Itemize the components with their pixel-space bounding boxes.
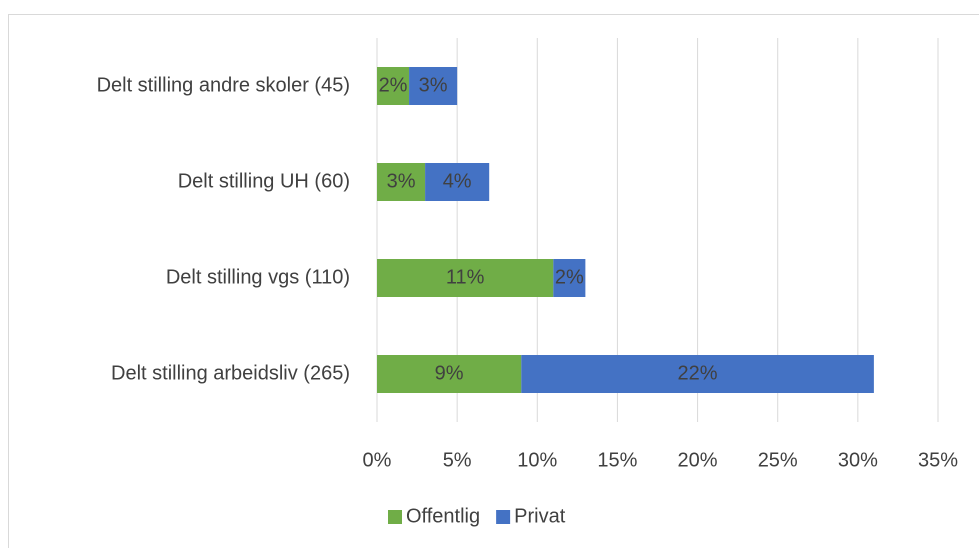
x-tick-label: 35% [918,449,958,471]
bar-segment [553,259,586,297]
y-tick-label: Delt stilling arbeidsliv (265) [111,362,350,384]
x-tick-label: 20% [678,449,718,471]
bar-segment [521,355,874,393]
legend-label: Privat [514,505,566,527]
data-label: 11% [446,266,485,288]
bar-segment [377,259,554,297]
chart-frame [8,14,979,548]
bar-segment [377,67,410,105]
y-tick-label: Delt stilling UH (60) [178,170,350,192]
x-tick-label: 5% [443,449,472,471]
data-label: 2% [379,74,408,96]
data-label: 4% [443,170,472,192]
data-label: 9% [435,362,464,384]
y-tick-label: Delt stilling vgs (110) [166,266,350,288]
y-tick-label: Delt stilling andre skoler (45) [97,74,350,96]
x-tick-label: 25% [758,449,798,471]
x-tick-label: 30% [838,449,878,471]
bar-segment [377,163,426,201]
legend-label: Offentlig [406,505,480,527]
legend-swatch [388,510,402,524]
bar-segment [377,355,522,393]
x-tick-label: 0% [363,449,392,471]
data-label: 3% [419,74,448,96]
bar-segment [409,67,458,105]
data-label: 2% [555,266,584,288]
x-tick-label: 15% [597,449,637,471]
data-label: 3% [387,170,416,192]
legend-swatch [496,510,511,524]
x-tick-label: 10% [517,449,557,471]
data-label: 22% [678,362,718,384]
bar-segment [425,163,490,201]
